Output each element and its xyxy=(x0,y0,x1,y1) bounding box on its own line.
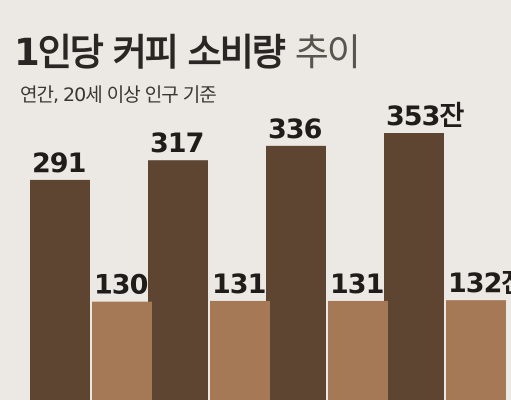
value-label-series1-2: 317 xyxy=(150,128,203,159)
value-label-series1-4: 353잔 xyxy=(386,101,464,132)
bar-series1-4 xyxy=(384,133,444,400)
chart-subtitle: 연간, 20세 이상 인구 기준 xyxy=(20,84,217,106)
bar-series2-4 xyxy=(446,300,506,400)
bar-series2-3 xyxy=(328,300,388,400)
value-label-series1-1: 291 xyxy=(32,148,85,179)
chart-title-bold: 1인당 커피 소비량 xyxy=(14,31,286,74)
value-label-series2-3: 131 xyxy=(330,269,383,300)
bar-series1-3 xyxy=(266,145,326,400)
bar-series1-2 xyxy=(148,160,208,400)
value-label-series2-1: 130 xyxy=(94,270,148,301)
value-label-series2-2: 131 xyxy=(212,269,265,300)
bar-series2-1 xyxy=(92,301,152,400)
chart-title: 1인당 커피 소비량 추이 xyxy=(14,22,361,76)
bar-series2-2 xyxy=(210,300,270,400)
chart-title-light: 추이 xyxy=(294,31,361,74)
bar-series1-1 xyxy=(30,179,90,400)
value-label-series2-4: 132잔 xyxy=(448,268,511,299)
value-label-series1-3: 336 xyxy=(268,114,322,145)
